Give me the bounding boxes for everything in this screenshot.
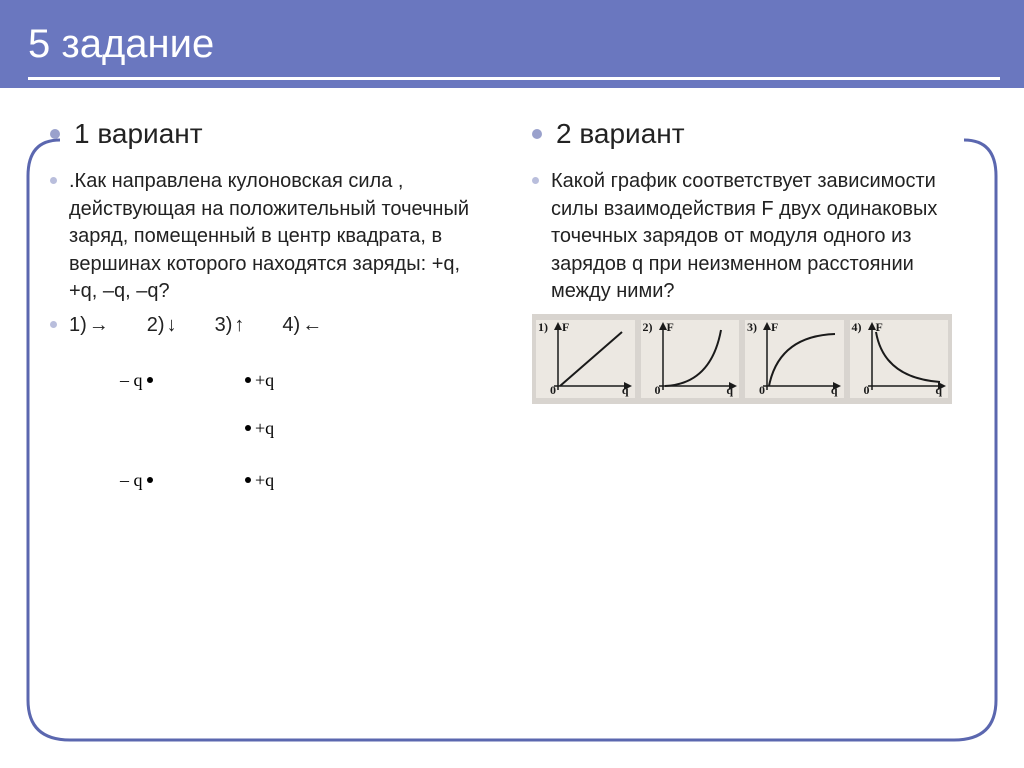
arrow-left-icon: ← (302, 312, 322, 340)
left-question: .Как направлена кулоновская сила , дейст… (69, 168, 492, 306)
dot-icon (147, 477, 153, 483)
graphs-panel: 1) F q 0 2) F q 0 (532, 314, 952, 404)
right-column: 2 вариант Какой график соответствует зав… (532, 118, 974, 520)
graph-svg (536, 320, 636, 398)
charge-label: – q (120, 470, 143, 491)
charge-label: +q (255, 370, 274, 391)
charge-label: +q (255, 470, 274, 491)
arrow-down-icon: ↓ (167, 312, 177, 340)
bullet-icon (50, 177, 57, 184)
graph-4: 4) F q 0 (850, 320, 949, 398)
graph-svg (745, 320, 845, 398)
arrow-up-icon: ↑ (234, 312, 244, 340)
charge-br: +q (245, 470, 274, 491)
graph-svg (641, 320, 741, 398)
content-area: 1 вариант .Как направлена кулоновская си… (0, 88, 1024, 540)
header-underline-wrap (0, 77, 1024, 88)
dot-icon (147, 377, 153, 383)
right-question: Какой график соответствует зависимости с… (551, 168, 974, 306)
ans1-label: 1) (69, 312, 87, 340)
bullet-icon (532, 129, 542, 139)
bullet-icon (532, 177, 539, 184)
left-column: 1 вариант .Как направлена кулоновская си… (50, 118, 492, 520)
bullet-icon (50, 129, 60, 139)
charge-label: – q (120, 370, 143, 391)
charge-diagram: – q +q +q – q +q (110, 370, 330, 520)
charge-bl: – q (120, 470, 153, 491)
dot-icon (245, 425, 251, 431)
ans2-label: 2) (147, 312, 165, 340)
ans4-label: 4) (282, 312, 300, 340)
charge-tl: – q (120, 370, 153, 391)
header-underline (28, 77, 1000, 80)
right-heading: 2 вариант (556, 118, 685, 150)
dot-icon (245, 377, 251, 383)
graph-1: 1) F q 0 (536, 320, 635, 398)
charge-label: +q (255, 418, 274, 439)
dot-icon (245, 477, 251, 483)
graph-svg (850, 320, 950, 398)
arrow-right-icon: → (89, 312, 109, 340)
answer-options: 1)→ 2)↓ 3)↑ 4)← (69, 312, 322, 340)
ans3-label: 3) (215, 312, 233, 340)
graph-3: 3) F q 0 (745, 320, 844, 398)
charge-center: +q (245, 418, 274, 439)
charge-tr: +q (245, 370, 274, 391)
graph-2: 2) F q 0 (641, 320, 740, 398)
left-heading: 1 вариант (74, 118, 203, 150)
bullet-icon (50, 321, 57, 328)
slide-title: 5 задание (0, 0, 1024, 77)
